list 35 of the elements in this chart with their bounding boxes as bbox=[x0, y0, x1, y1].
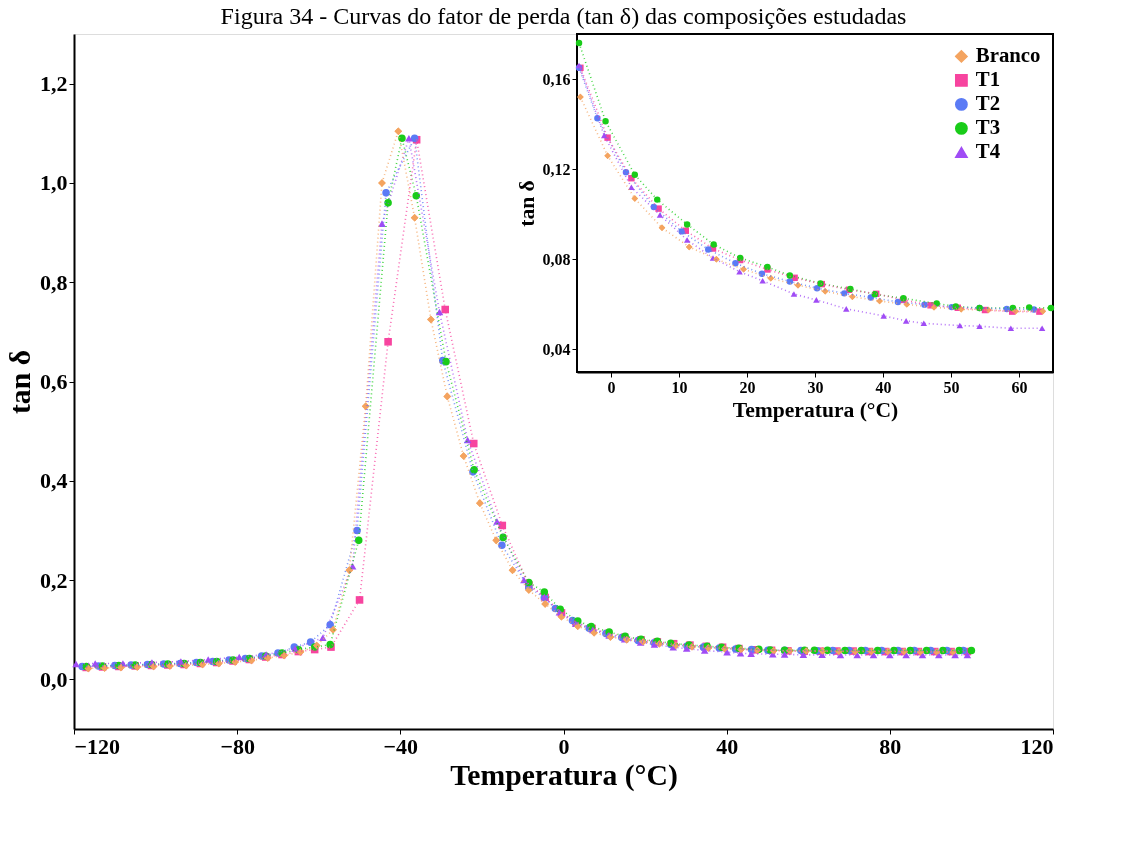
x-tick-label: 80 bbox=[879, 733, 902, 759]
legend-label: Branco bbox=[975, 43, 1041, 67]
y-tick-label: 0,6 bbox=[40, 369, 68, 394]
x-tick-label: −80 bbox=[220, 733, 255, 759]
y-tick-label: 0,8 bbox=[40, 269, 68, 295]
legend-label: T1 bbox=[975, 67, 1001, 91]
y-axis-title: tan δ bbox=[514, 180, 539, 227]
y-tick-label: 1,2 bbox=[40, 71, 68, 97]
x-tick-label: 60 bbox=[1011, 378, 1028, 396]
x-tick-label: 40 bbox=[716, 733, 739, 759]
x-tick-label: 40 bbox=[875, 378, 892, 396]
x-tick-label: 0 bbox=[607, 378, 616, 396]
x-tick-label: 120 bbox=[1020, 733, 1054, 759]
y-tick-label: 0,2 bbox=[40, 567, 68, 593]
y-tick-label: 0,16 bbox=[542, 70, 571, 88]
y-tick-label: 0,12 bbox=[542, 160, 571, 178]
legend-label: T2 bbox=[975, 91, 1001, 115]
chart-title: Figura 34 - Curvas do fator de perda (tan δ) das composições estudadas bbox=[220, 3, 907, 29]
x-tick-label: −40 bbox=[383, 733, 419, 759]
legend-label: T3 bbox=[975, 115, 1001, 139]
x-tick-label: 10 bbox=[671, 378, 688, 396]
x-tick-label: 30 bbox=[807, 378, 824, 396]
x-tick-label: 20 bbox=[739, 378, 756, 396]
y-axis-title: tan δ bbox=[4, 349, 36, 415]
y-tick-label: 0,0 bbox=[40, 666, 68, 692]
x-tick-label: 50 bbox=[943, 378, 960, 396]
x-tick-label: −120 bbox=[74, 733, 121, 759]
y-tick-label: 0,08 bbox=[542, 250, 571, 268]
x-axis-title: Temperatura (°C) bbox=[732, 397, 899, 422]
y-tick-label: 0,04 bbox=[542, 340, 571, 358]
legend-label: T4 bbox=[975, 139, 1001, 163]
x-axis-title: Temperatura (°C) bbox=[450, 758, 678, 792]
y-tick-label: 1,0 bbox=[40, 170, 68, 196]
y-tick-label: 0,4 bbox=[40, 468, 68, 494]
x-tick-label: 0 bbox=[558, 733, 570, 759]
